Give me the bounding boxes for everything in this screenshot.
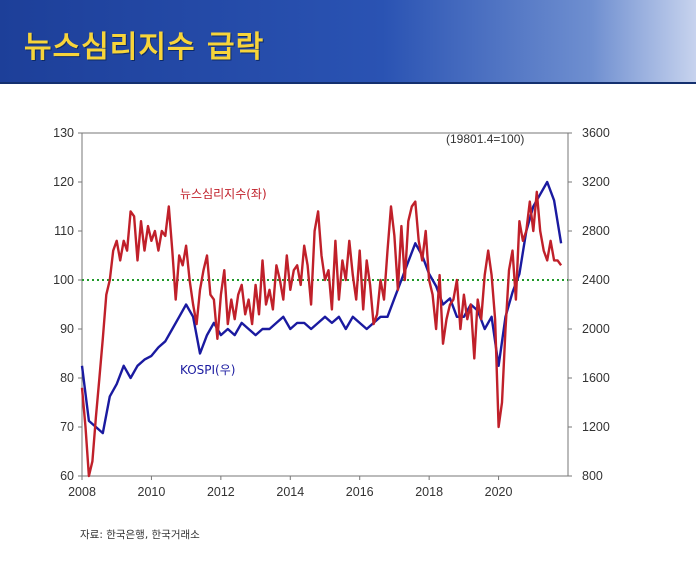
right-tick-label: 1600 <box>582 371 610 385</box>
x-tick-label: 2018 <box>415 485 443 499</box>
right-tick-label: 2400 <box>582 273 610 287</box>
left-tick-label: 60 <box>60 469 74 483</box>
x-tick-label: 2008 <box>68 485 96 499</box>
x-tick-label: 2014 <box>276 485 304 499</box>
right-tick-label: 2000 <box>582 322 610 336</box>
left-axis-ticks: 60 70 80 90 100 110 120 130 <box>53 126 82 483</box>
x-tick-label: 2010 <box>138 485 166 499</box>
x-axis-ticks: 2008 2010 2012 2014 2016 2018 2020 <box>68 476 513 499</box>
x-tick-label: 2016 <box>346 485 374 499</box>
left-tick-label: 80 <box>60 371 74 385</box>
right-tick-label: 800 <box>582 469 603 483</box>
right-axis-ticks: 800 1200 1600 2000 2400 2800 3200 3600 <box>568 126 610 483</box>
source-note: 자료: 한국은행, 한국거래소 <box>80 529 200 541</box>
plot-frame <box>81 132 569 477</box>
x-tick-label: 2020 <box>485 485 513 499</box>
right-tick-label: 1200 <box>582 420 610 434</box>
left-tick-label: 130 <box>53 126 74 140</box>
right-tick-label: 3600 <box>582 126 610 140</box>
series-line-kospi <box>80 180 563 435</box>
x-tick-label: 2012 <box>207 485 235 499</box>
series-label-kospi: KOSPI(우) <box>180 363 235 377</box>
chart-note: (19801.4=100) <box>446 132 524 146</box>
series-line-news-sentiment <box>80 190 563 478</box>
left-tick-label: 110 <box>54 224 74 238</box>
left-tick-label: 70 <box>60 420 74 434</box>
series-label-news: 뉴스심리지수(좌) <box>180 187 267 201</box>
left-tick-label: 90 <box>60 322 74 336</box>
left-tick-label: 120 <box>53 175 74 189</box>
title-bar: 뉴스심리지수 급락 <box>0 0 696 84</box>
left-tick-label: 100 <box>53 273 74 287</box>
slide-title: 뉴스심리지수 급락 <box>24 30 265 65</box>
right-tick-label: 2800 <box>582 224 610 238</box>
right-tick-label: 3200 <box>582 175 610 189</box>
